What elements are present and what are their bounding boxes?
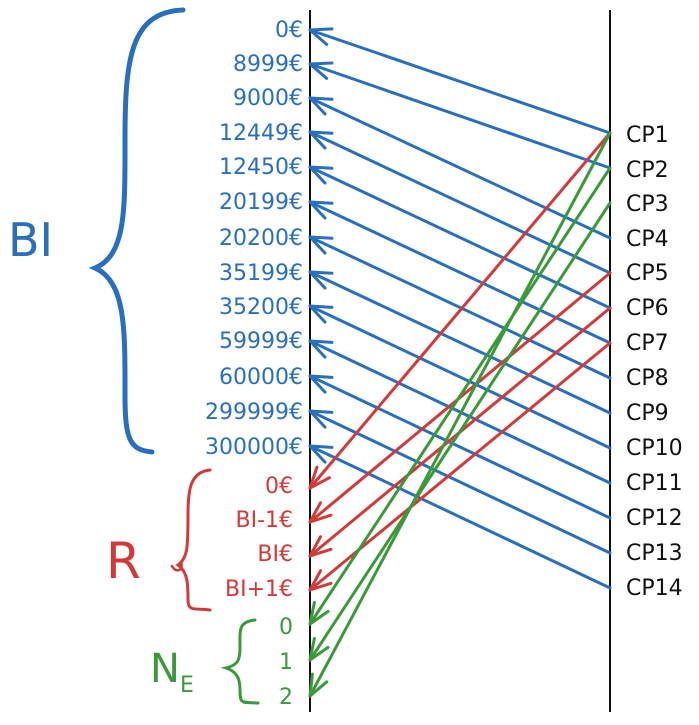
bi-value-label: 12449€ (219, 121, 303, 146)
connection-line (308, 270, 612, 415)
connection-line (308, 444, 612, 590)
cp-label: CP13 (626, 541, 683, 566)
connection-line (308, 131, 612, 490)
cp-label: CP10 (626, 436, 683, 461)
connection-line (308, 165, 612, 310)
cp-label: CP8 (626, 366, 669, 391)
cp-label: CP4 (626, 227, 669, 252)
connection-line (308, 200, 612, 345)
r-value-labels: 0€ BI-1€ BI€ BI+1€ (225, 474, 293, 602)
cp-label: CP1 (626, 123, 669, 148)
connection-line (308, 235, 612, 380)
arrow-head (308, 304, 334, 324)
connection-arrows (308, 27, 612, 698)
ne-brace (220, 618, 260, 705)
cp-labels: CP1 CP2 CP3 CP4 CP5 CP6 CP7 CP8 CP9 CP10… (626, 123, 683, 601)
r-value-label: 0€ (265, 474, 293, 499)
connection-line (308, 409, 612, 555)
ne-value-label: 1 (279, 650, 293, 675)
bi-value-label: 20199€ (219, 190, 303, 215)
arrow-head (308, 535, 333, 558)
connection-line (308, 201, 612, 662)
arrow-head (308, 270, 334, 290)
ne-value-label: 0 (279, 615, 293, 640)
r-group-label: R (106, 532, 141, 590)
r-value-label: BI+1€ (225, 577, 293, 602)
bi-value-label: 299999€ (205, 400, 303, 425)
bi-value-label: 12450€ (219, 155, 303, 180)
bi-value-label: 8999€ (233, 52, 303, 77)
connection-line (308, 62, 612, 170)
bi-value-label: 0€ (275, 18, 303, 43)
connection-line (308, 374, 612, 520)
arrow-head (308, 61, 334, 80)
arrow-head (308, 339, 334, 359)
ne-value-label: 2 (279, 685, 293, 710)
cp-label: CP2 (626, 158, 669, 183)
cp-label: CP5 (626, 261, 669, 286)
bi-value-label: 300000€ (205, 435, 303, 460)
bi-value-label: 20200€ (219, 226, 303, 251)
ne-value-labels: 0 1 2 (279, 615, 293, 710)
r-brace (175, 468, 212, 612)
arrow-head (308, 672, 329, 698)
arrow-head (308, 636, 330, 662)
arrow-head (308, 569, 333, 592)
arrow-head (308, 374, 334, 394)
arrow-head (308, 444, 334, 464)
r-value-label: BI€ (257, 542, 293, 567)
arrow-head (308, 96, 334, 116)
cp-label: CP9 (626, 401, 669, 426)
cp-label: CP3 (626, 192, 669, 217)
ne-group-label-main: N (150, 646, 180, 692)
arrow-head (308, 235, 334, 255)
connection-line (308, 96, 612, 240)
bi-value-label: 9000€ (233, 86, 303, 111)
cp-label: CP6 (626, 296, 669, 321)
bi-brace (88, 7, 186, 455)
connection-line (308, 166, 612, 626)
connection-line (308, 131, 612, 698)
cp-label: CP11 (626, 471, 683, 496)
arrow-head (308, 409, 334, 429)
arrow-head (308, 200, 334, 220)
bi-group-label: BI (8, 213, 53, 267)
bi-value-labels: 0€ 8999€ 9000€ 12449€ 12450€ 20199€ 2020… (205, 18, 303, 460)
arrow-head (308, 465, 331, 490)
cp-label: CP14 (626, 576, 683, 601)
connection-line (308, 28, 612, 135)
cp-label: CP7 (626, 331, 669, 356)
bi-value-label: 35200€ (219, 295, 303, 320)
arrow-head (308, 165, 334, 185)
connection-line (308, 304, 612, 450)
r-value-label: BI-1€ (235, 508, 293, 533)
bi-value-label: 60000€ (219, 365, 303, 390)
r-brace-curl (170, 560, 183, 572)
arrow-head (308, 130, 334, 150)
connection-line (308, 130, 612, 275)
arrow-head (308, 27, 334, 46)
arrow-head (308, 501, 333, 524)
arrow-head (308, 600, 330, 626)
bi-value-label: 35199€ (219, 261, 303, 286)
cp-label: CP12 (626, 506, 683, 531)
ne-group-label-sub: E (180, 673, 194, 698)
bi-value-label: 59999€ (219, 329, 303, 354)
